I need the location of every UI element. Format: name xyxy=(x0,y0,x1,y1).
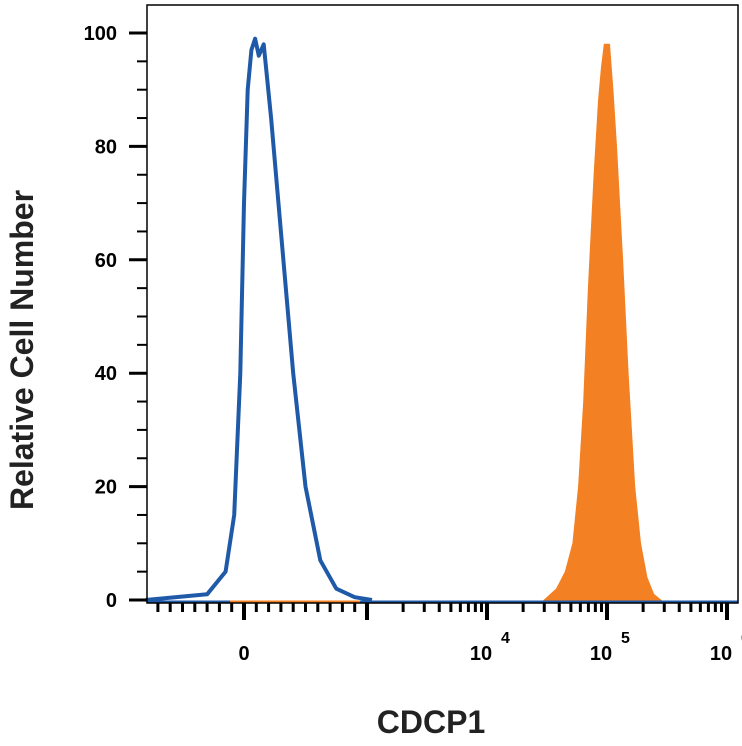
y-axis-title: Relative Cell Number xyxy=(4,190,40,510)
y-tick-label: 60 xyxy=(95,250,117,272)
plot-area xyxy=(145,36,738,604)
y-axis: 0 20 40 60 80 100 xyxy=(84,23,147,612)
y-tick-label: 80 xyxy=(95,136,117,158)
x-tick-exponent: 4 xyxy=(501,630,510,647)
x-tick-label: 10 xyxy=(590,643,612,665)
x-tick-label: 10 xyxy=(470,643,492,665)
histogram-series-2 xyxy=(543,43,663,601)
plot-frame xyxy=(146,4,739,604)
y-tick-label: 100 xyxy=(84,23,117,45)
x-axis: 0104105106 xyxy=(156,603,742,665)
y-tick-label: 0 xyxy=(106,590,117,612)
histogram-series-1 xyxy=(145,36,373,602)
x-tick-exponent: 5 xyxy=(621,630,630,647)
x-tick-label: 10 xyxy=(710,643,732,665)
y-tick-label: 40 xyxy=(95,363,117,385)
y-tick-label: 20 xyxy=(95,477,117,499)
x-tick-label: 0 xyxy=(238,643,249,665)
x-axis-title: CDCP1 xyxy=(377,704,485,740)
